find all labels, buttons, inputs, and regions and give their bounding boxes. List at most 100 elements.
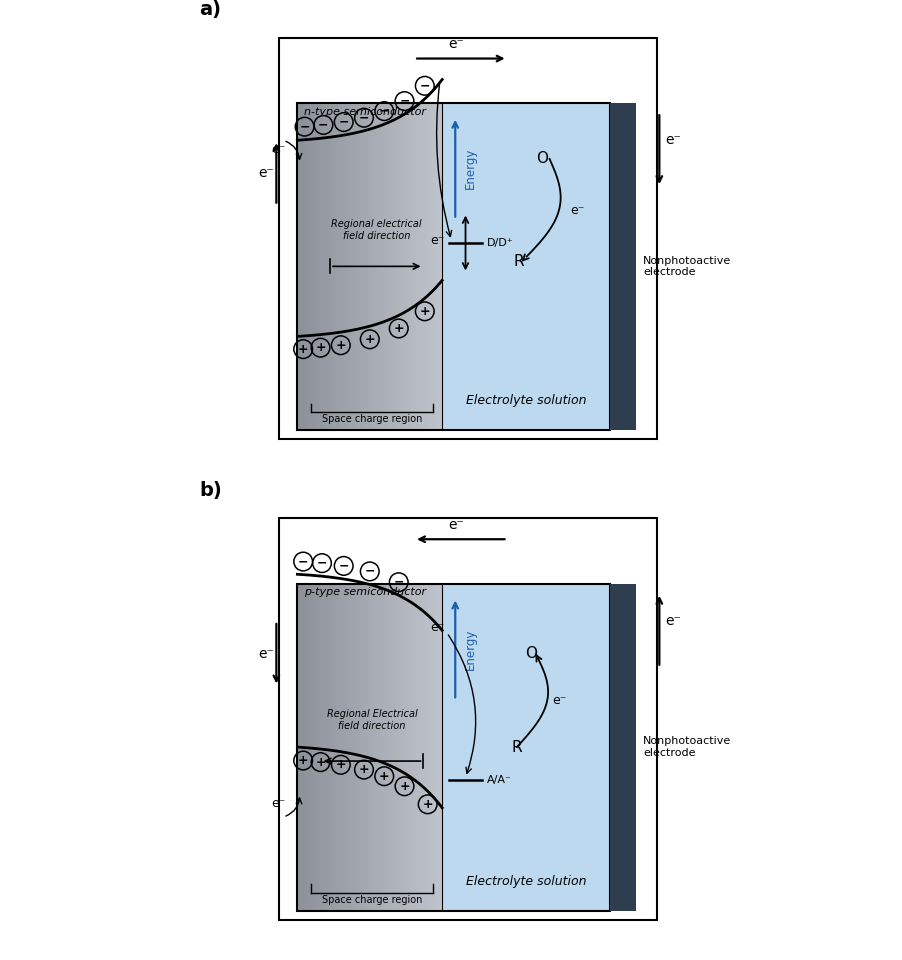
Bar — [327, 584, 329, 910]
Bar — [389, 584, 391, 910]
Bar — [354, 584, 357, 910]
Bar — [396, 584, 399, 910]
Bar — [382, 103, 383, 430]
Bar — [418, 103, 419, 430]
Bar — [374, 584, 376, 910]
Bar — [401, 584, 403, 910]
Bar — [436, 584, 437, 910]
Bar — [340, 584, 343, 910]
Bar — [349, 103, 351, 430]
Text: A/A⁻: A/A⁻ — [486, 775, 511, 784]
Bar — [442, 584, 610, 910]
Bar — [372, 584, 373, 910]
Bar — [417, 584, 419, 910]
Text: e⁻: e⁻ — [272, 143, 286, 156]
Bar — [345, 584, 347, 910]
Text: −: − — [358, 111, 369, 124]
Text: Regional electrical
field direction: Regional electrical field direction — [331, 219, 421, 241]
Bar — [381, 584, 382, 910]
Bar — [297, 103, 610, 430]
Text: n-type semiconductor: n-type semiconductor — [304, 107, 426, 116]
Bar — [437, 584, 439, 910]
Bar — [322, 103, 324, 430]
Bar — [373, 103, 375, 430]
Bar — [431, 103, 433, 430]
Bar — [335, 584, 336, 910]
Bar — [410, 103, 411, 430]
Bar — [391, 584, 392, 910]
Bar — [345, 103, 346, 430]
Bar — [321, 584, 323, 910]
Bar — [428, 584, 430, 910]
Bar — [429, 584, 431, 910]
Bar — [379, 103, 381, 430]
Bar — [400, 584, 401, 910]
Bar — [350, 103, 352, 430]
Bar — [347, 103, 349, 430]
Text: −: − — [364, 564, 374, 578]
Bar — [364, 103, 366, 430]
Bar — [336, 103, 337, 430]
Bar — [441, 584, 443, 910]
Bar — [346, 584, 348, 910]
Bar — [395, 584, 397, 910]
Bar — [309, 103, 311, 430]
Bar — [324, 103, 326, 430]
Text: e⁻: e⁻ — [447, 518, 464, 532]
Text: e⁻: e⁻ — [258, 647, 274, 660]
Bar — [385, 584, 387, 910]
Bar — [318, 584, 320, 910]
Bar — [392, 584, 394, 910]
Bar — [360, 103, 362, 430]
Bar — [425, 584, 428, 910]
Text: Electrolyte solution: Electrolyte solution — [465, 395, 585, 407]
Bar — [428, 103, 430, 430]
Bar — [327, 103, 329, 430]
Bar — [348, 584, 350, 910]
Bar — [304, 103, 306, 430]
Bar — [320, 584, 322, 910]
Bar — [434, 584, 436, 910]
Bar — [316, 103, 318, 430]
Bar — [405, 584, 407, 910]
Bar — [336, 103, 338, 430]
Bar — [423, 103, 425, 430]
Bar — [375, 584, 377, 910]
Bar — [359, 103, 361, 430]
Bar — [350, 584, 352, 910]
Bar — [376, 103, 378, 430]
Bar — [437, 103, 438, 430]
Bar — [409, 103, 410, 430]
Bar — [279, 518, 657, 920]
Bar — [360, 584, 362, 910]
Bar — [410, 584, 411, 910]
Bar — [427, 103, 428, 430]
Bar — [399, 584, 400, 910]
Text: +: + — [358, 763, 369, 776]
Bar — [336, 584, 338, 910]
Text: Nonphotoactive
electrode: Nonphotoactive electrode — [642, 255, 731, 277]
Bar — [436, 103, 437, 430]
Bar — [379, 584, 381, 910]
Bar — [438, 584, 441, 910]
Text: e⁻: e⁻ — [664, 614, 680, 628]
Bar — [313, 584, 316, 910]
Bar — [410, 584, 413, 910]
Text: e⁻: e⁻ — [258, 166, 274, 180]
Bar — [375, 103, 377, 430]
Bar — [404, 584, 406, 910]
Text: −: − — [399, 95, 410, 108]
Bar — [348, 103, 350, 430]
Bar — [361, 584, 363, 910]
Bar — [302, 584, 304, 910]
Bar — [395, 103, 397, 430]
Text: +: + — [422, 798, 433, 811]
Bar — [415, 103, 417, 430]
Bar — [387, 584, 389, 910]
Text: Energy: Energy — [463, 628, 476, 670]
Bar — [417, 103, 419, 430]
Bar — [323, 584, 325, 910]
Bar — [371, 103, 373, 430]
Bar — [377, 103, 379, 430]
Bar — [413, 103, 415, 430]
